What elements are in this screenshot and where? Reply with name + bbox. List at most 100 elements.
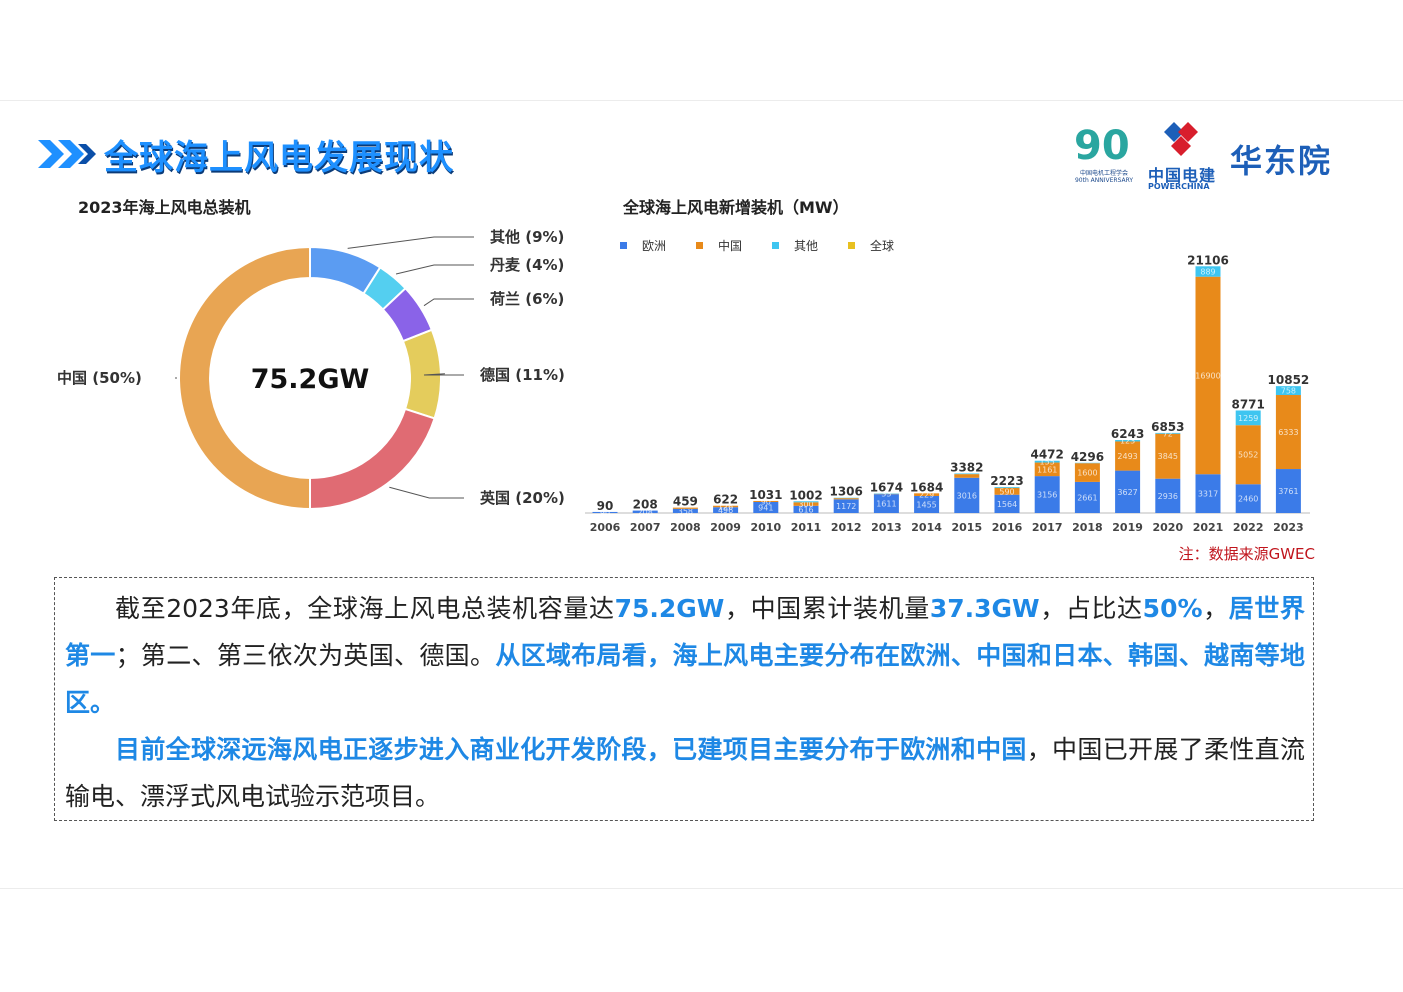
total-label: 459	[673, 495, 698, 509]
top-divider	[0, 100, 1403, 101]
segment-label: 941	[758, 504, 773, 513]
segment-label: 1259	[1238, 414, 1258, 423]
bar-segment	[1034, 462, 1060, 477]
pie-label: 中国 (50%)	[57, 369, 142, 387]
segment-label: 496	[718, 506, 733, 515]
paragraph-2: 目前全球深远海风电正逐步进入商业化开发阶段，已建项目主要分布于欧洲和中国，中国已…	[65, 735, 1305, 811]
x-tick-label: 2012	[831, 521, 862, 534]
bar-segment	[1235, 410, 1261, 426]
powerchina-emblem-icon	[1164, 122, 1198, 156]
donut-chart: 其他 (9%) 丹麦 (4%) 荷兰 (6%) 德国 (11%) 英国 (20%) 中国 …	[57, 228, 565, 511]
legend-label: 其他	[794, 239, 818, 253]
bar-segment	[793, 505, 819, 513]
bar-segment	[1195, 266, 1221, 277]
x-tick-label: 2015	[951, 521, 982, 534]
x-tick-label: 2013	[871, 521, 902, 534]
pie-center-label: 75.2GW	[251, 364, 370, 395]
segment-label: 229	[919, 491, 934, 500]
leader-line	[347, 236, 474, 249]
x-tick-label: 2007	[630, 521, 661, 534]
total-label: 90	[597, 499, 614, 513]
bar-segment	[1034, 476, 1060, 513]
segment-label: 1611	[876, 500, 896, 509]
anniversary-text: 中国电机工程学会 90th ANNIVERSARY	[1074, 170, 1134, 184]
segment-label: 2936	[1158, 492, 1178, 501]
segment-label: 33	[881, 490, 891, 499]
total-label: 622	[713, 493, 738, 507]
segment-label: 90	[761, 497, 771, 506]
powerchina-cn: 中国电建	[1148, 166, 1217, 185]
double-chevron-icon	[38, 140, 96, 168]
segment-label: 1455	[916, 500, 936, 509]
x-tick-label: 2016	[992, 521, 1023, 534]
x-tick-label: 2010	[750, 521, 781, 534]
bar-segment	[954, 474, 980, 478]
segment-label: 3627	[1117, 488, 1137, 497]
segment-label: 155	[1040, 458, 1055, 467]
segment-label: 16900	[1195, 371, 1220, 380]
bar-segment	[833, 498, 859, 500]
legend-swatch	[620, 242, 627, 249]
x-tick-label: 2014	[911, 521, 942, 534]
segment-label: 616	[798, 505, 813, 514]
bar-segment	[1155, 478, 1181, 513]
pie-label: 英国 (20%)	[480, 489, 565, 507]
bar-chart-title: 全球海上风电新增装机（MW）	[623, 198, 849, 217]
stacked-bar-chart: 欧洲 中国 其他 全球90902006208208200735845920084961…	[585, 238, 1310, 534]
pie-label: 荷兰 (6%)	[490, 290, 564, 308]
bar-segment	[1275, 395, 1301, 470]
pie-label: 德国 (11%)	[480, 366, 565, 384]
bar-segment	[1275, 469, 1301, 513]
segment-label: 758	[1281, 387, 1296, 396]
segment-label: 5052	[1238, 451, 1258, 460]
segment-label: 300	[798, 500, 813, 509]
segment-label: 72	[1163, 429, 1173, 438]
paragraph-1: 截至2023年底，全球海上风电总装机容量达75.2GW，中国累计装机量37.3G…	[65, 594, 1305, 717]
bar-segment	[672, 507, 698, 509]
x-tick-label: 2022	[1233, 521, 1264, 534]
bar-segment	[994, 487, 1020, 488]
segment-label: 1161	[1037, 465, 1057, 474]
total-label: 3382	[950, 460, 983, 474]
total-label: 6853	[1151, 420, 1184, 434]
segment-label: 358	[678, 507, 693, 516]
segment-label: 1172	[836, 502, 856, 511]
segment-label: 889	[1200, 267, 1215, 276]
x-tick-label: 2017	[1032, 521, 1063, 534]
pie-slice	[178, 245, 311, 511]
x-tick-label: 2009	[710, 521, 741, 534]
legend-swatch	[696, 242, 703, 249]
bar-segment	[914, 493, 940, 496]
bar-segment	[1195, 276, 1221, 475]
pie-label: 其他 (9%)	[490, 228, 564, 246]
pie-chart-title: 2023年海上风电总装机	[78, 198, 251, 217]
x-tick-label: 2008	[670, 521, 701, 534]
bar-segment	[914, 495, 940, 513]
pie-label: 丹麦 (4%)	[490, 256, 564, 274]
segment-label: 123	[1120, 437, 1135, 446]
legend-label: 欧洲	[642, 239, 666, 253]
total-label: 8771	[1231, 397, 1264, 411]
segment-label: 3156	[1037, 491, 1057, 500]
bar-segment	[1235, 484, 1261, 513]
legend-label: 中国	[718, 238, 742, 253]
segment-label: 3016	[957, 491, 977, 500]
total-label: 1684	[910, 480, 943, 494]
bar-segment	[592, 511, 618, 513]
legend-label: 全球	[870, 238, 894, 253]
segment-label: 3761	[1278, 487, 1298, 496]
summary-box: 截至2023年底，全球海上风电总装机容量达75.2GW，中国累计装机量37.3G…	[54, 577, 1314, 821]
x-tick-label: 2018	[1072, 521, 1103, 534]
source-note: 注：数据来源GWEC	[1178, 545, 1315, 563]
total-label: 1306	[829, 485, 862, 499]
powerchina-en: POWERCHINA	[1148, 182, 1210, 191]
bar-segment	[1115, 441, 1141, 471]
legend-swatch	[848, 242, 855, 249]
segment-label: 1600	[1077, 469, 1097, 478]
total-label: 208	[633, 498, 658, 512]
legend-swatch	[772, 242, 779, 249]
x-tick-label: 2020	[1152, 521, 1183, 534]
total-label: 4296	[1071, 450, 1104, 464]
bar-segment	[1074, 463, 1100, 482]
segment-label: 3845	[1158, 452, 1178, 461]
